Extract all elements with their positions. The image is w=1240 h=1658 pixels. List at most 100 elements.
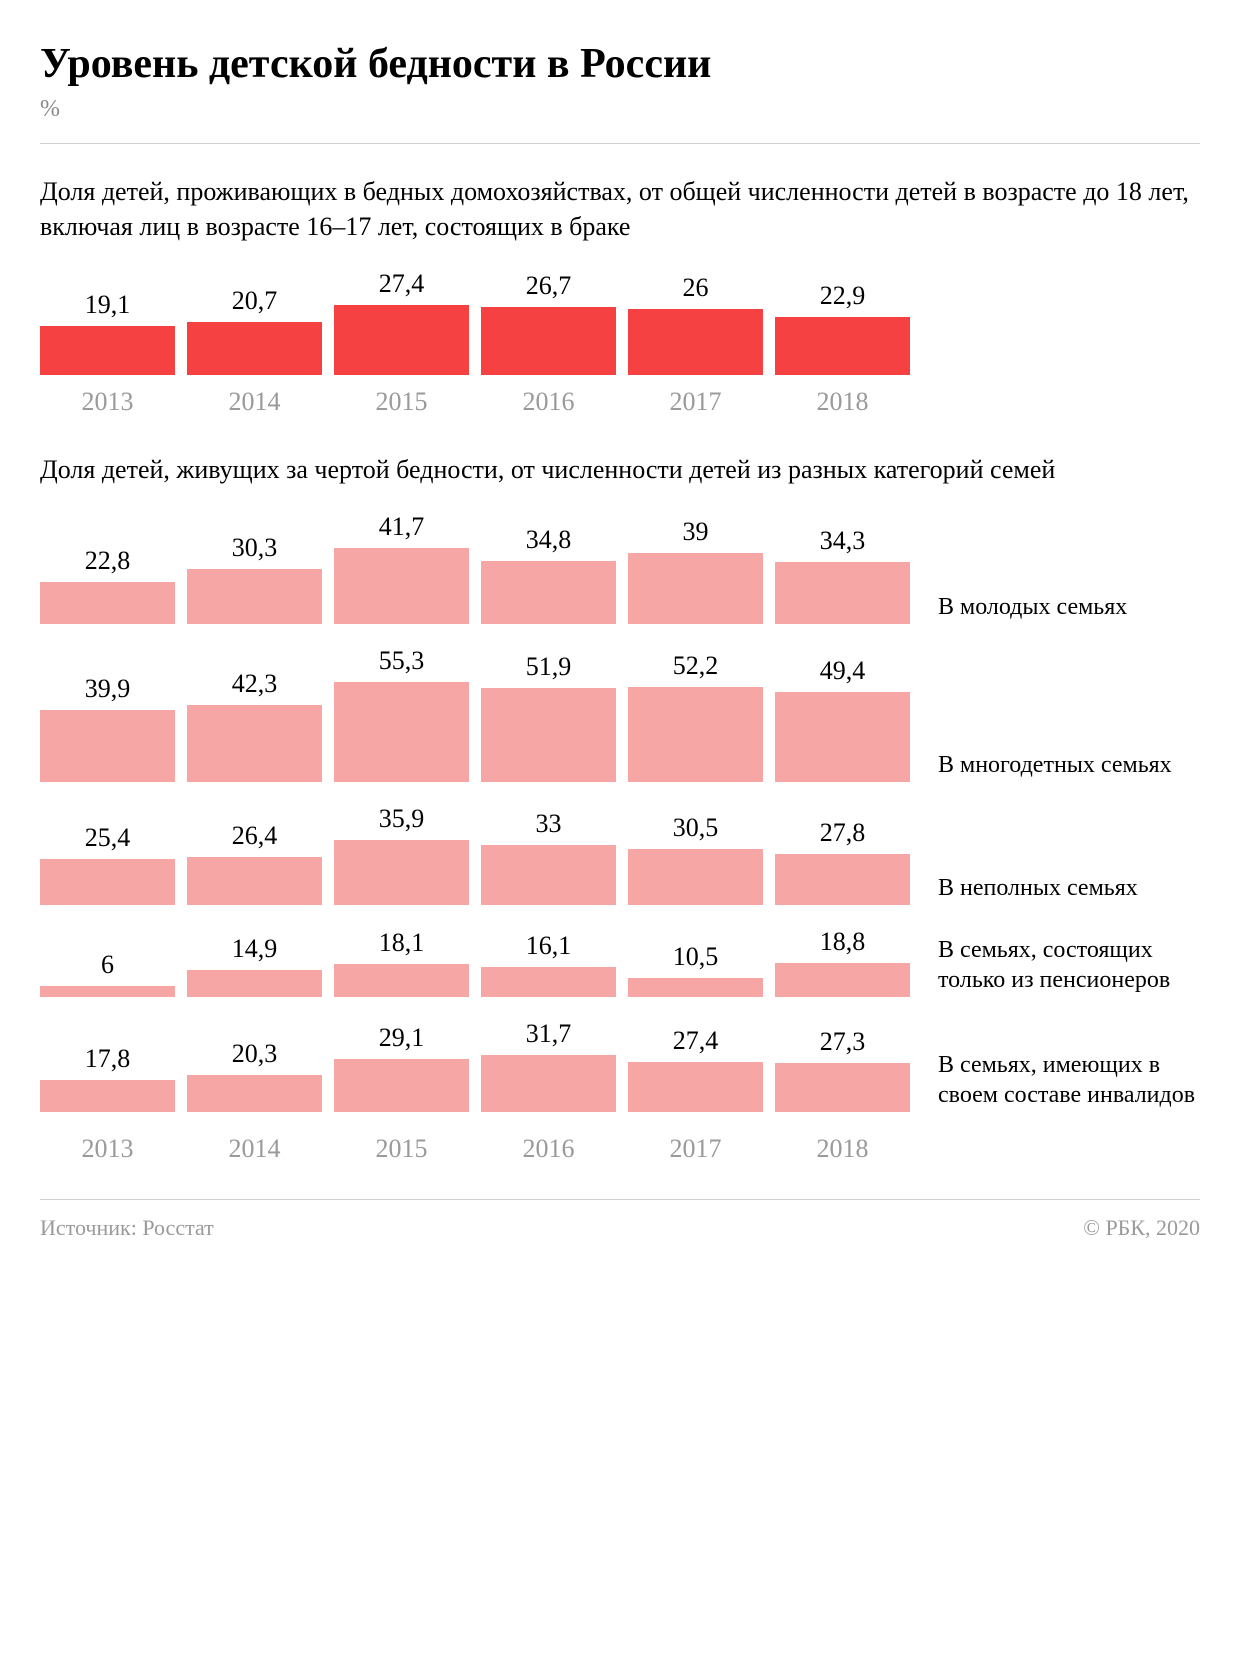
bar-column: 18,8 — [775, 927, 910, 997]
bar-column: 34,8 — [481, 525, 616, 624]
bar-value-label: 18,8 — [820, 927, 866, 957]
bar-rect — [628, 978, 763, 997]
bar-rect — [187, 857, 322, 905]
bar-rect — [40, 859, 175, 905]
bar-column: 26,4 — [187, 821, 322, 905]
bar-value-label: 52,2 — [673, 651, 719, 681]
bar-value-label: 19,1 — [85, 290, 131, 320]
bar-rect — [187, 322, 322, 375]
row-label: В многодетных семьях — [920, 750, 1200, 782]
bar-column: 39 — [628, 517, 763, 624]
x-axis-tick: 2015 — [334, 1134, 469, 1164]
bar-value-label: 20,3 — [232, 1039, 278, 1069]
x-axis-tick: 2017 — [628, 1134, 763, 1164]
bar-column: 17,8 — [40, 1044, 175, 1112]
bar-column: 22,9 — [775, 281, 910, 376]
bar-column: 27,3 — [775, 1027, 910, 1112]
bar-column: 51,9 — [481, 652, 616, 782]
bar-rect — [334, 305, 469, 375]
bar-value-label: 25,4 — [85, 823, 131, 853]
bar-column: 25,4 — [40, 823, 175, 905]
footer: Источник: Росстат © РБК, 2020 — [40, 1215, 1200, 1241]
bar-column: 39,9 — [40, 674, 175, 782]
x-axis-tick: 2018 — [775, 387, 910, 417]
bar-column: 52,2 — [628, 651, 763, 781]
bar-value-label: 27,4 — [379, 269, 425, 299]
bar-rect — [187, 1075, 322, 1112]
bar-rect — [40, 582, 175, 623]
x-axis-tick: 2016 — [481, 387, 616, 417]
bar-rect — [481, 967, 616, 996]
bar-value-label: 27,8 — [820, 818, 866, 848]
section1-chart: 19,120,727,426,72622,9 — [40, 269, 1200, 375]
x-axis-tick: 2016 — [481, 1134, 616, 1164]
bar-rect — [775, 692, 910, 781]
bar-rect — [481, 845, 616, 905]
bar-column: 55,3 — [334, 646, 469, 782]
section2-x-axis: 201320142015201620172018 — [40, 1134, 920, 1164]
bar-value-label: 10,5 — [673, 942, 719, 972]
bar-column: 30,5 — [628, 813, 763, 904]
bar-value-label: 35,9 — [379, 804, 425, 834]
bar-value-label: 42,3 — [232, 669, 278, 699]
x-axis-tick: 2015 — [334, 387, 469, 417]
bar-rect — [187, 705, 322, 781]
row-label: В молодых семьях — [920, 592, 1200, 624]
bar-rect — [775, 854, 910, 904]
bar-value-label: 27,4 — [673, 1026, 719, 1056]
bar-rect — [187, 970, 322, 997]
bar-rect — [481, 688, 616, 782]
row-label: В неполных семьях — [920, 873, 1200, 905]
bar-column: 20,3 — [187, 1039, 322, 1112]
x-axis-tick: 2014 — [187, 387, 322, 417]
bar-rect — [334, 682, 469, 782]
x-axis-tick: 2018 — [775, 1134, 910, 1164]
row-label: В семьях, имеющих в своем составе инвали… — [920, 1050, 1200, 1112]
bar-value-label: 6 — [101, 950, 114, 980]
bar-value-label: 49,4 — [820, 656, 866, 686]
bar-rect — [334, 548, 469, 623]
bar-value-label: 26,4 — [232, 821, 278, 851]
bar-value-label: 51,9 — [526, 652, 572, 682]
bar-column: 34,3 — [775, 526, 910, 624]
bar-rect — [481, 561, 616, 624]
bar-rect — [334, 1059, 469, 1112]
bar-column: 19,1 — [40, 290, 175, 375]
bar-value-label: 22,9 — [820, 281, 866, 311]
bar-rect — [775, 317, 910, 376]
bar-column: 29,1 — [334, 1023, 469, 1112]
bar-column: 35,9 — [334, 804, 469, 905]
x-axis-tick: 2014 — [187, 1134, 322, 1164]
bar-value-label: 34,3 — [820, 526, 866, 556]
bar-rect — [334, 840, 469, 905]
bar-column: 31,7 — [481, 1019, 616, 1112]
bar-column: 33 — [481, 809, 616, 905]
bar-column: 26 — [628, 273, 763, 375]
footer-source: Источник: Росстат — [40, 1215, 214, 1241]
section1-x-axis: 201320142015201620172018 — [40, 387, 920, 417]
section2-description: Доля детей, живущих за чертой бедности, … — [40, 452, 1200, 487]
divider-top — [40, 143, 1200, 144]
bar-rect — [40, 1080, 175, 1112]
bar-value-label: 22,8 — [85, 546, 131, 576]
bar-value-label: 27,3 — [820, 1027, 866, 1057]
bar-rect — [628, 849, 763, 904]
bar-value-label: 34,8 — [526, 525, 572, 555]
bar-value-label: 30,3 — [232, 533, 278, 563]
bar-column: 14,9 — [187, 934, 322, 997]
bar-rect — [628, 1062, 763, 1112]
bar-value-label: 16,1 — [526, 931, 572, 961]
bar-value-label: 17,8 — [85, 1044, 131, 1074]
unit-label: % — [40, 96, 1200, 123]
footer-copyright: © РБК, 2020 — [1083, 1215, 1200, 1241]
bar-column: 30,3 — [187, 533, 322, 624]
bar-column: 26,7 — [481, 271, 616, 375]
bar-value-label: 26 — [683, 273, 709, 303]
bar-column: 41,7 — [334, 512, 469, 623]
bar-value-label: 41,7 — [379, 512, 425, 542]
bar-value-label: 14,9 — [232, 934, 278, 964]
divider-bottom — [40, 1199, 1200, 1200]
bar-value-label: 31,7 — [526, 1019, 572, 1049]
bar-rect — [40, 326, 175, 375]
chart-title: Уровень детской бедности в России — [40, 40, 1200, 88]
